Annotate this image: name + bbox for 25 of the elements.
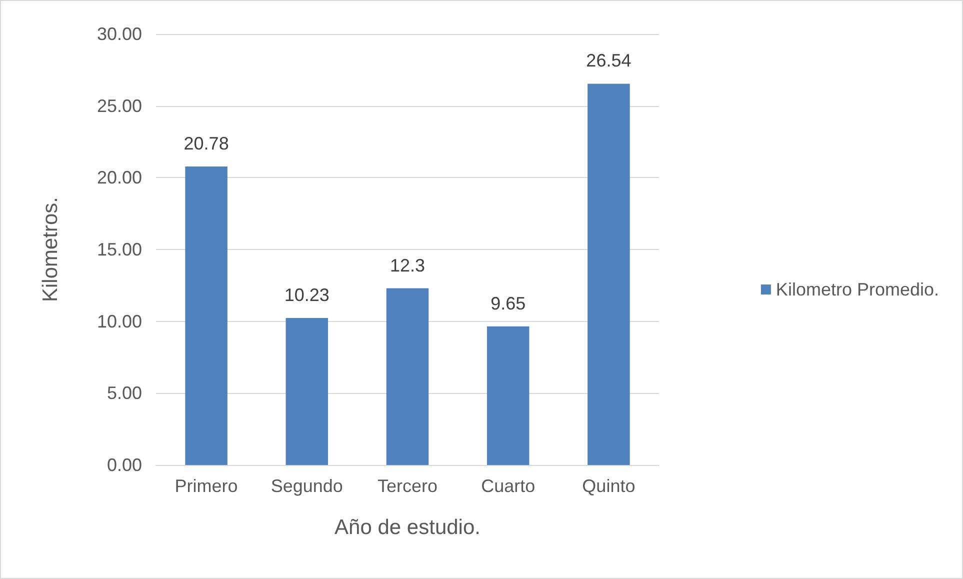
- y-axis-title: Kilometros.: [39, 196, 62, 302]
- bar: [486, 326, 530, 465]
- data-label: 26.54: [586, 50, 632, 71]
- y-tick-label: 15.00: [96, 240, 142, 260]
- y-tick-label: 20.00: [96, 168, 142, 188]
- y-tick-label: 30.00: [96, 24, 142, 44]
- y-tick-label: 25.00: [96, 96, 142, 116]
- x-tick-label: Tercero: [377, 476, 438, 496]
- data-label: 20.78: [184, 133, 229, 154]
- y-tick-label: 0.00: [106, 455, 142, 475]
- legend-label: Kilometro Promedio.: [776, 280, 940, 300]
- bar: [286, 318, 328, 465]
- data-label: 10.23: [284, 285, 330, 306]
- x-tick-label: Segundo: [270, 476, 343, 496]
- y-tick-label: 10.00: [96, 311, 142, 332]
- bar: [185, 166, 228, 465]
- x-tick-label: Primero: [174, 476, 238, 496]
- y-tick-label: 5.00: [106, 383, 142, 404]
- x-tick-label: Quinto: [582, 476, 636, 496]
- bar: [386, 288, 429, 465]
- x-tick-label: Cuarto: [481, 476, 536, 496]
- bar: [588, 84, 630, 465]
- data-label: 12.3: [390, 255, 426, 276]
- data-label: 9.65: [490, 293, 526, 314]
- x-axis-title: Año de estudio.: [334, 516, 480, 539]
